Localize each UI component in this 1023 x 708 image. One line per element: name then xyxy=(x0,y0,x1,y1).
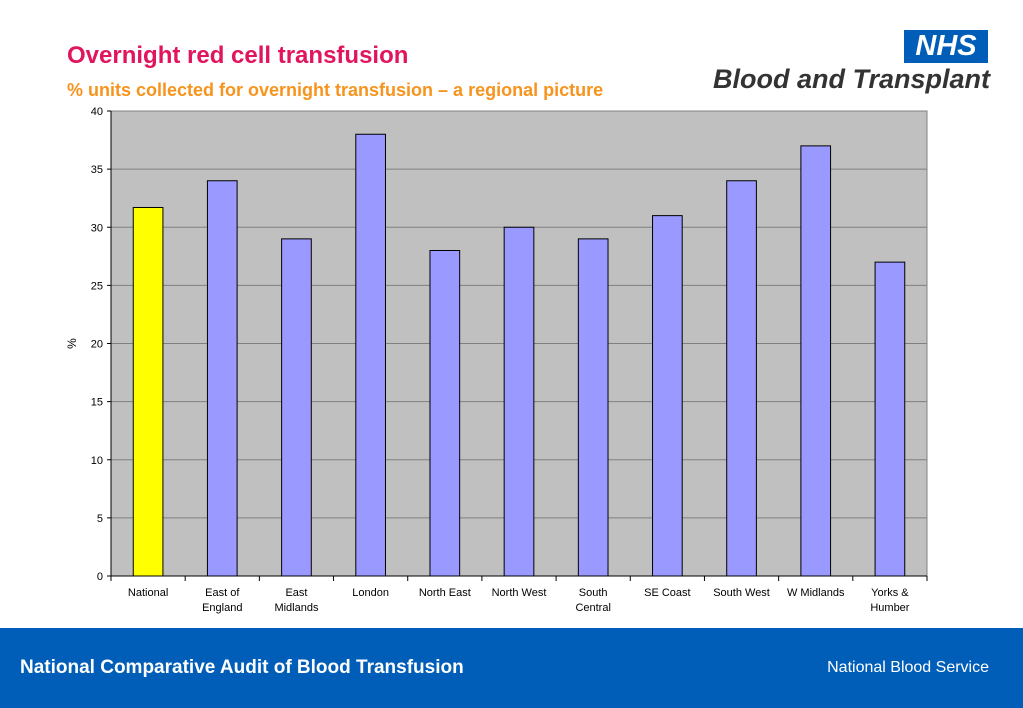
x-tick-label: SE Coast xyxy=(644,587,690,599)
bar xyxy=(132,206,164,577)
y-tick-label: 5 xyxy=(97,513,103,525)
x-tick-label: London xyxy=(352,587,389,599)
y-tick-label: 20 xyxy=(91,339,103,351)
y-tick-label: 40 xyxy=(91,106,103,118)
nhs-logo-box: NHS xyxy=(904,30,988,63)
y-tick-label: 15 xyxy=(91,397,103,409)
bar xyxy=(726,180,757,577)
page-title: Overnight red cell transfusion xyxy=(67,42,409,69)
y-tick-label: 0 xyxy=(97,571,103,583)
bar xyxy=(503,226,535,577)
bar xyxy=(281,238,312,577)
x-tick-label: Central xyxy=(575,602,610,614)
bar xyxy=(652,215,683,577)
y-tick-label: 25 xyxy=(91,280,103,292)
footer-bar: National Comparative Audit of Blood Tran… xyxy=(0,628,1023,708)
y-axis-label: % xyxy=(65,338,79,349)
x-tick-label: South xyxy=(579,587,608,599)
nhs-logo-text: Blood and Transplant xyxy=(712,64,990,94)
bar-chart: 0 5 10 15 20 25 30 35 40% National East of England E… xyxy=(65,106,928,614)
bar xyxy=(577,238,609,577)
x-tick-label: East xyxy=(285,587,307,599)
bar xyxy=(800,145,832,577)
bar xyxy=(206,180,238,577)
footer-audit-title: National Comparative Audit of Blood Tran… xyxy=(20,657,464,678)
bar xyxy=(355,133,386,577)
y-tick-label: 35 xyxy=(91,164,103,176)
x-tick-label: Midlands xyxy=(274,602,319,614)
x-tick-label: East of xyxy=(205,587,240,599)
x-tick-label: England xyxy=(202,602,242,614)
bar xyxy=(429,250,461,577)
nhs-blood-and-transplant-logo: NHS Blood and Transplant xyxy=(702,30,994,98)
x-tick-label: Yorks & xyxy=(871,587,909,599)
x-tick-label: W Midlands xyxy=(787,587,845,599)
x-tick-label: National xyxy=(128,587,168,599)
page-subtitle: % units collected for overnight transfus… xyxy=(67,80,604,100)
y-tick-label: 30 xyxy=(91,222,103,234)
x-tick-label: North West xyxy=(492,587,547,599)
x-tick-label: South West xyxy=(713,587,770,599)
footer-service-name: National Blood Service xyxy=(827,659,989,676)
y-tick-label: 10 xyxy=(91,455,103,467)
bar xyxy=(874,261,906,577)
x-tick-label: Humber xyxy=(870,602,909,614)
x-tick-label: North East xyxy=(419,587,471,599)
